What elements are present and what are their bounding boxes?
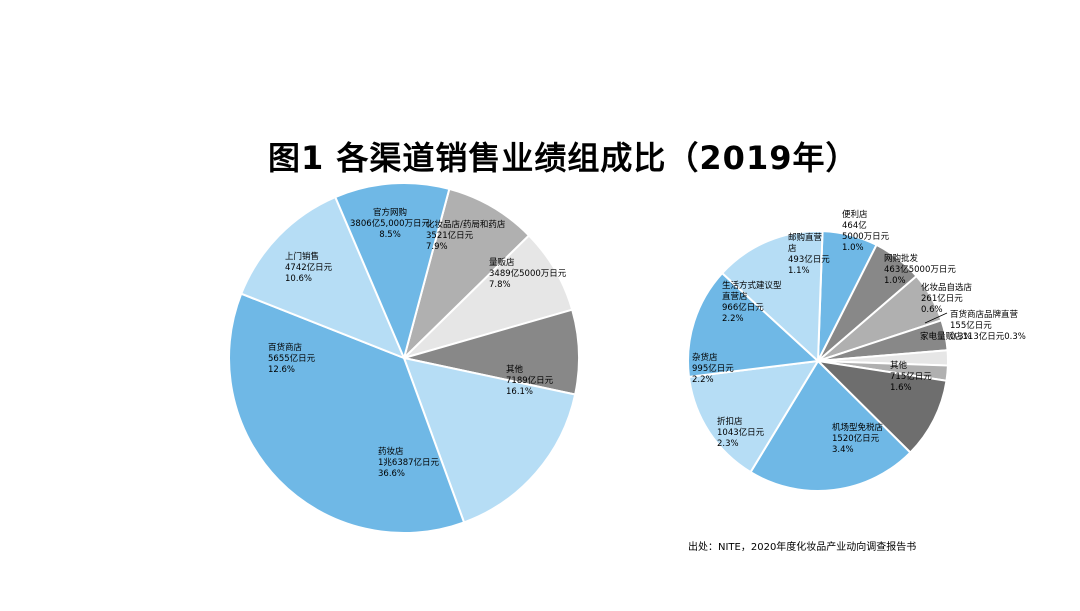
pie-chart-left: 官方网购 3806亿5,000万日元 8.5%化妆品店/药局和药店 3521亿日元 7.… bbox=[228, 182, 580, 534]
slice-label: 邮购直营店 493亿日元 1.1% bbox=[788, 232, 830, 276]
pie-slice bbox=[720, 230, 824, 364]
slice-label: 百货商店品牌直营 155亿日元 0.3% bbox=[950, 309, 1018, 342]
pie-slice bbox=[687, 271, 821, 378]
slice-label: 药妆店 1兆6387亿日元 36.6% bbox=[378, 446, 440, 479]
slice-label: 折扣店 1043亿日元 2.3% bbox=[717, 416, 765, 449]
pie-slice bbox=[749, 359, 912, 492]
slice-label: 机场型免税店 1520亿日元 3.4% bbox=[832, 422, 884, 455]
pie-chart-right: 邮购直营店 493亿日元 1.1% 便利店 464亿 5000万日元 1.0%网购批发 463… bbox=[687, 209, 1026, 492]
slice-label: 其他 7189亿日元 16.1% bbox=[506, 364, 554, 397]
pie-slice bbox=[402, 356, 577, 524]
pie-slice bbox=[228, 292, 466, 534]
slice-label: 上门销售 4742亿日元 10.6% bbox=[285, 251, 333, 284]
slice-label: 杂货店 995亿日元 2.2% bbox=[692, 352, 734, 385]
leader-line bbox=[924, 312, 948, 324]
slice-label: 生活方式建议型直营店 966亿日元 2.2% bbox=[722, 280, 782, 324]
slice-label: 家电量贩店113亿日元0.3% bbox=[920, 331, 1026, 342]
pie-slice bbox=[239, 195, 406, 360]
slice-label: 化妆品自选店 261亿日元 0.6% bbox=[921, 282, 973, 315]
slice-label: 量贩店 3489亿5000万日元 7.8% bbox=[489, 257, 567, 290]
slice-label: 官方网购 3806亿5,000万日元 8.5% bbox=[350, 207, 430, 240]
pie-slice bbox=[687, 359, 820, 474]
chart-title: 图1 各渠道销售业绩组成比（2019年） bbox=[268, 139, 859, 177]
pie-slice bbox=[815, 359, 948, 454]
source-note: 出处：NITE，2020年度化妆品产业动向调查报告书 bbox=[688, 542, 917, 553]
slice-label: 网购批发 463亿5000万日元 1.0% bbox=[884, 253, 956, 286]
pie-slice bbox=[402, 187, 531, 362]
pie-slice bbox=[333, 182, 451, 362]
slice-label: 百货商店 5655亿日元 12.6% bbox=[268, 342, 316, 375]
slice-label: 化妆品店/药局和药店 3521亿日元 7.9% bbox=[426, 219, 506, 252]
slice-label: 便利店 464亿 5000万日元 1.0% bbox=[842, 209, 890, 253]
slice-label: 其他 715亿日元 1.6% bbox=[890, 360, 932, 393]
